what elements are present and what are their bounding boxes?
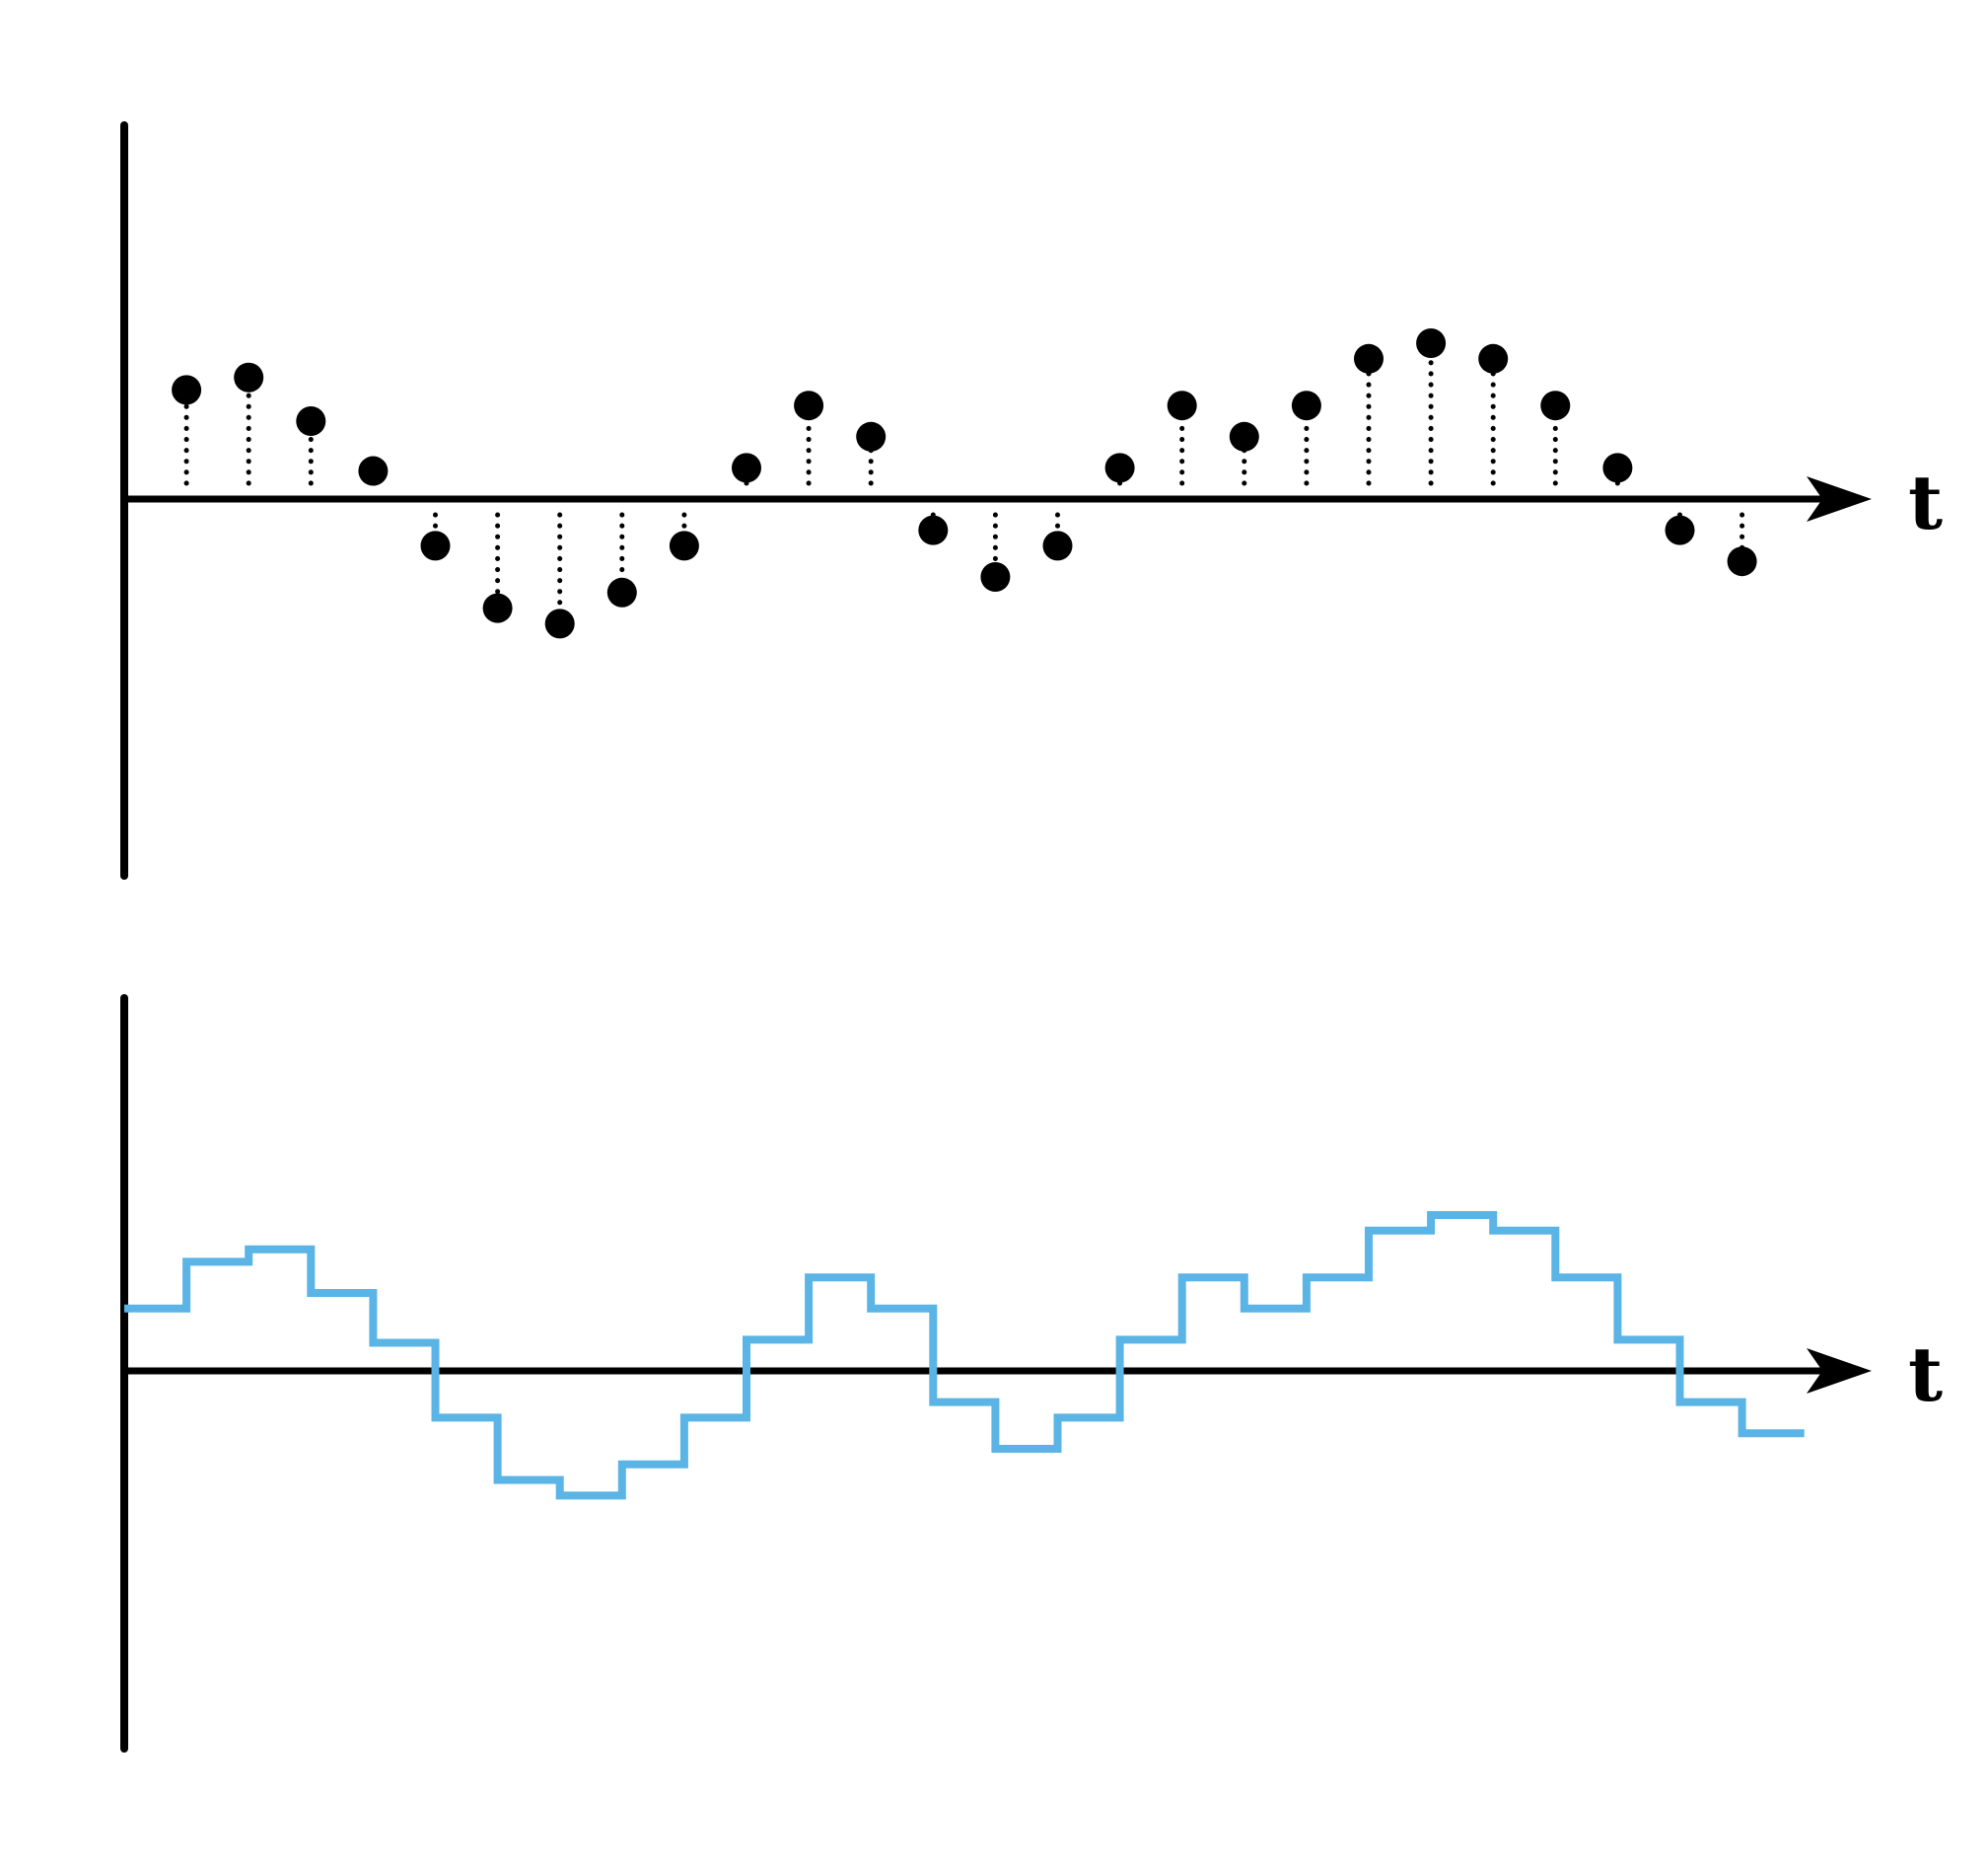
sample-point <box>794 391 824 421</box>
sample-point <box>1540 391 1571 421</box>
sample-stems <box>183 340 1745 626</box>
x-axis-label-bottom: t <box>1908 1330 1943 1418</box>
sample-point <box>669 531 699 561</box>
sample-point <box>1042 531 1073 561</box>
sample-point <box>296 406 326 436</box>
reconstructed-signal-panel: t <box>120 994 1943 1753</box>
sample-points <box>172 328 1757 639</box>
sample-point <box>856 421 887 452</box>
sample-point <box>234 362 264 393</box>
x-axis-arrow-bottom <box>1807 1348 1872 1394</box>
sample-point <box>358 456 389 486</box>
sample-point <box>980 562 1011 592</box>
sampled-signal-panel: t <box>120 121 1943 880</box>
sample-point <box>172 375 202 405</box>
step-reconstruction-line <box>124 1211 1805 1500</box>
sample-point <box>1665 515 1695 545</box>
sample-point <box>482 593 513 623</box>
sample-point <box>1104 453 1135 483</box>
sample-point <box>1727 546 1757 577</box>
sample-point <box>544 609 575 639</box>
x-axis-arrow-top <box>1807 476 1872 522</box>
sample-point <box>1354 343 1384 374</box>
sample-point <box>420 531 451 561</box>
sample-point <box>1229 421 1259 452</box>
x-axis-label-top: t <box>1908 459 1943 546</box>
sample-point <box>1291 391 1321 421</box>
sample-point <box>1167 391 1197 421</box>
sample-point <box>1602 453 1633 483</box>
sample-point <box>606 577 637 608</box>
sample-point <box>918 515 949 545</box>
sample-point <box>1416 328 1447 358</box>
sample-point <box>1478 343 1509 374</box>
sample-point <box>732 453 761 483</box>
